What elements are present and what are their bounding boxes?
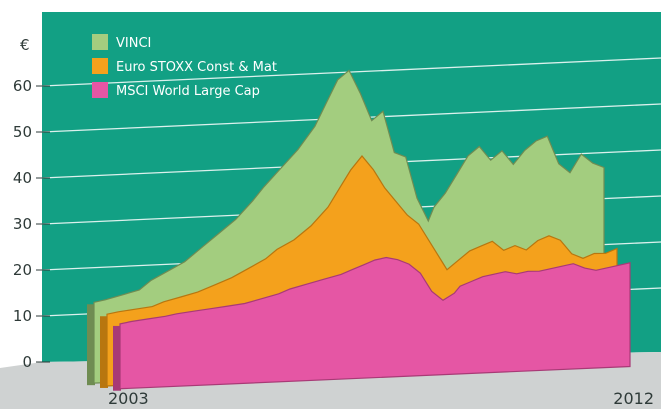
- series-side-face: [87, 304, 95, 386]
- legend-swatch: [92, 34, 108, 50]
- y-tick-label: 30: [13, 215, 32, 233]
- legend-label: Euro STOXX Const & Mat: [116, 60, 277, 75]
- y-axis: € 0 10 20 30 40 50 60: [13, 36, 50, 371]
- legend: VINCI Euro STOXX Const & Mat MSCI World La…: [92, 34, 277, 99]
- x-tick-label: 2003: [108, 389, 149, 408]
- y-tick-label: 50: [13, 123, 32, 141]
- series-layer: [87, 69, 631, 391]
- y-tick-label: 40: [13, 169, 32, 187]
- legend-swatch: [92, 82, 108, 98]
- x-tick-label: 2012: [613, 389, 654, 408]
- series-area-msci: [119, 256, 631, 390]
- y-tick-label: 20: [13, 261, 32, 279]
- series-side-face: [113, 325, 121, 391]
- y-tick-label: 10: [13, 307, 32, 325]
- legend-label: MSCI World Large Cap: [116, 84, 260, 99]
- y-tick-label: 0: [22, 353, 32, 371]
- y-axis-unit: €: [20, 36, 30, 54]
- x-axis: 2003 2012: [108, 389, 654, 408]
- y-tick-label: 60: [13, 77, 32, 95]
- legend-swatch: [92, 58, 108, 74]
- grid-line: [41, 57, 661, 87]
- legend-label: VINCI: [116, 36, 151, 51]
- series-side-face: [100, 316, 108, 388]
